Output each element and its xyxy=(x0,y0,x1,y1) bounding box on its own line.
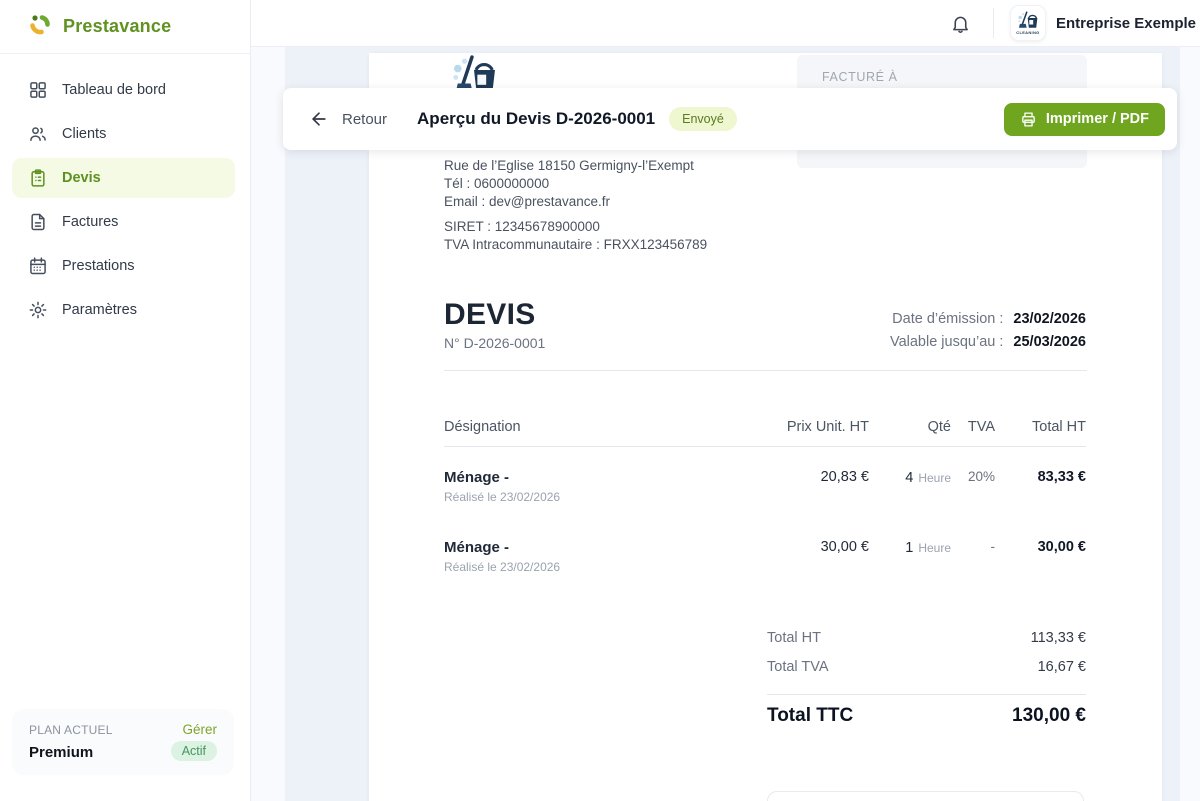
company-name[interactable]: Entreprise Exemple xyxy=(1055,14,1196,32)
valid-until-value: 25/03/2026 xyxy=(1013,334,1086,350)
notifications-button[interactable] xyxy=(943,5,979,41)
plan-name: Premium xyxy=(29,743,94,761)
total-tva-label: Total TVA xyxy=(767,658,829,675)
item-unit-price: 30,00 € xyxy=(820,539,869,555)
item-detail: Réalisé le 23/02/2026 xyxy=(444,490,561,504)
valid-until-label: Valable jusqu’au : xyxy=(889,334,1004,350)
header-unit-price: Prix Unit. HT xyxy=(786,419,869,435)
document-title-section: DEVIS N° D-2026-0001 Date d’émission : 2… xyxy=(444,298,1086,354)
item-name: Ménage - xyxy=(444,469,510,486)
gear-icon xyxy=(28,300,48,320)
sidebar-item-label: Paramètres xyxy=(62,302,137,318)
calendar-icon xyxy=(28,256,48,276)
main-content: FACTURÉ À Rue de l’Eglise 18150 Germigny… xyxy=(251,47,1200,801)
document-dates: Date d’émission : 23/02/2026 Valable jus… xyxy=(890,308,1086,354)
plan-status-badge: Actif xyxy=(170,741,217,761)
brand-header: Prestavance xyxy=(0,0,250,54)
header-vat: TVA xyxy=(967,419,995,435)
page-title: Aperçu du Devis D-2026-0001 xyxy=(417,109,656,128)
sidebar-item-label: Devis xyxy=(62,170,101,186)
header-qty: Qté xyxy=(927,419,951,435)
invoice-icon xyxy=(28,212,48,232)
top-header: CLEANING Entreprise Exemple xyxy=(251,0,1200,47)
item-detail: Réalisé le 23/02/2026 xyxy=(444,560,561,574)
document-number: N° D-2026-0001 xyxy=(444,335,546,351)
signature-box xyxy=(767,791,1084,801)
preview-background: FACTURÉ À Rue de l’Eglise 18150 Germigny… xyxy=(285,47,1180,801)
totals-section: Total HT 113,33 € Total TVA 16,67 € Tota… xyxy=(767,623,1086,727)
print-pdf-button[interactable]: Imprimer / PDF xyxy=(1003,102,1165,136)
quote-icon xyxy=(28,168,48,188)
line-items-table: Désignation Prix Unit. HT Qté TVA Total … xyxy=(444,419,1086,587)
company-info-block: Rue de l’Eglise 18150 Germigny-l’Exempt … xyxy=(444,157,707,254)
printer-icon xyxy=(1022,111,1035,127)
company-address: Rue de l’Eglise 18150 Germigny-l’Exempt xyxy=(444,158,694,173)
sidebar-item-parametres[interactable]: Paramètres xyxy=(12,290,235,330)
header-designation: Désignation xyxy=(444,419,521,435)
billed-to-label: FACTURÉ À xyxy=(822,70,898,84)
item-qty: 4 xyxy=(905,470,914,486)
total-tva-value: 16,67 € xyxy=(1037,658,1086,675)
total-ht-label: Total HT xyxy=(767,629,821,646)
header-total: Total HT xyxy=(1032,419,1086,435)
brand-logo-icon xyxy=(28,12,52,41)
issue-date-label: Date d’émission : xyxy=(892,311,1004,327)
sidebar: Prestavance Tableau de bord xyxy=(0,0,251,801)
print-label: Imprimer / PDF xyxy=(1045,111,1149,127)
header-divider xyxy=(992,8,994,38)
company-logo-text: CLEANING xyxy=(1016,30,1040,35)
plan-manage-link[interactable]: Gérer xyxy=(182,722,217,737)
section-divider xyxy=(444,370,1087,371)
sidebar-item-devis[interactable]: Devis xyxy=(12,158,235,198)
cleaning-logo-icon xyxy=(1018,11,1038,28)
company-siret: SIRET : 12345678900000 xyxy=(444,219,600,234)
preview-toolbar: Retour Aperçu du Devis D-2026-0001 Envoy… xyxy=(283,88,1177,150)
item-name: Ménage - xyxy=(444,539,510,556)
company-logo-chip[interactable]: CLEANING xyxy=(1009,5,1046,41)
sidebar-item-label: Tableau de bord xyxy=(62,82,166,98)
arrow-left-icon xyxy=(312,112,326,126)
brand-name: Prestavance xyxy=(63,16,172,36)
item-total: 83,33 € xyxy=(1037,469,1086,485)
document-title: DEVIS xyxy=(444,298,536,331)
bell-icon xyxy=(953,16,969,33)
item-unit: Heure xyxy=(918,541,951,555)
quote-document: FACTURÉ À Rue de l’Eglise 18150 Germigny… xyxy=(369,53,1162,801)
sidebar-item-label: Factures xyxy=(62,214,119,230)
sidebar-item-label: Prestations xyxy=(62,258,135,274)
total-ttc-value: 130,00 € xyxy=(1012,705,1086,726)
table-header-row: Désignation Prix Unit. HT Qté TVA Total … xyxy=(444,419,1086,447)
item-unit: Heure xyxy=(918,471,951,485)
sidebar-item-factures[interactable]: Factures xyxy=(12,202,235,242)
item-qty: 1 xyxy=(905,540,914,556)
item-unit-price: 20,83 € xyxy=(820,469,869,485)
item-vat: - xyxy=(990,539,996,554)
table-row: Ménage - Réalisé le 23/02/2026 30,00 € 1… xyxy=(444,517,1086,587)
sidebar-nav: Tableau de bord Clients xyxy=(0,54,250,330)
status-badge: Envoyé xyxy=(669,107,737,131)
sidebar-item-prestations[interactable]: Prestations xyxy=(12,246,235,286)
total-ht-value: 113,33 € xyxy=(1030,629,1086,646)
company-email: Email : dev@prestavance.fr xyxy=(444,194,611,209)
plan-label: PLAN ACTUEL xyxy=(29,722,113,737)
sidebar-item-tableau-de-bord[interactable]: Tableau de bord xyxy=(12,70,235,110)
clients-icon xyxy=(28,124,48,144)
totals-divider xyxy=(767,694,1086,695)
plan-card: PLAN ACTUEL Gérer Premium Actif xyxy=(12,709,234,775)
total-ttc-label: Total TTC xyxy=(767,705,854,726)
back-label: Retour xyxy=(342,110,388,128)
sidebar-item-clients[interactable]: Clients xyxy=(12,114,235,154)
dashboard-icon xyxy=(28,80,48,100)
item-vat: 20% xyxy=(967,469,995,484)
company-vat-number: TVA Intracommunautaire : FRXX123456789 xyxy=(444,237,708,252)
issue-date-value: 23/02/2026 xyxy=(1013,311,1086,327)
company-phone: Tél : 0600000000 xyxy=(444,176,550,191)
back-button[interactable]: Retour xyxy=(309,109,387,129)
sidebar-item-label: Clients xyxy=(62,126,107,142)
item-total: 30,00 € xyxy=(1037,539,1086,555)
table-row: Ménage - Réalisé le 23/02/2026 20,83 € 4… xyxy=(444,447,1086,517)
